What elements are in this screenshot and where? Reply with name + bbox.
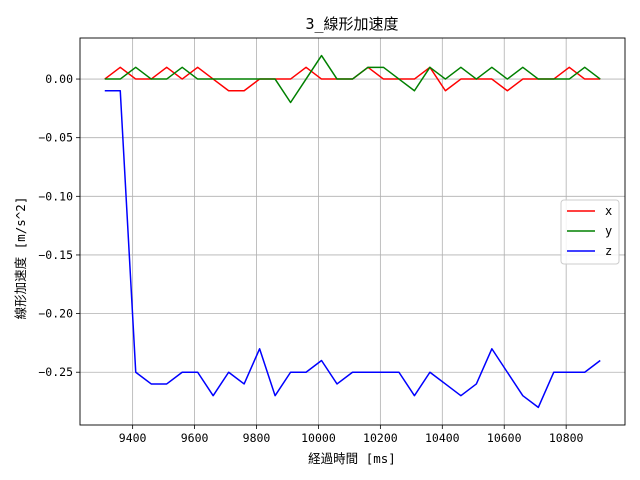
legend-label-z: z — [605, 244, 612, 258]
y-tick-label: 0.00 — [45, 72, 73, 86]
x-tick-label: 10000 — [301, 431, 336, 445]
legend-label-y: y — [605, 224, 612, 238]
y-axis-label: 線形加速度 [m/s^2] — [13, 197, 28, 320]
y-tick-label: −0.25 — [38, 365, 73, 379]
x-tick-label: 10400 — [425, 431, 460, 445]
y-tick-label: −0.20 — [38, 307, 73, 321]
legend-label-x: x — [605, 204, 612, 218]
legend-box — [560, 199, 620, 265]
series-line-y — [104, 54, 601, 104]
x-tick-label: 10600 — [487, 431, 522, 445]
chart-title: 3_線形加速度 — [305, 15, 398, 33]
x-tick-label: 9400 — [119, 431, 147, 445]
x-tick-label: 9800 — [243, 431, 271, 445]
y-tick-label: −0.15 — [38, 248, 73, 262]
x-tick-label: 10800 — [549, 431, 584, 445]
legend: xyz — [560, 199, 620, 265]
series-lines — [104, 54, 601, 409]
y-tick-label: −0.10 — [38, 189, 73, 203]
series-line-z — [104, 90, 601, 409]
plot-area-frame — [79, 37, 626, 426]
x-axis-label: 経過時間 [ms] — [308, 451, 396, 466]
y-tick-label: −0.05 — [38, 131, 73, 145]
x-tick-label: 9600 — [181, 431, 209, 445]
axis-ticks: 9400 9600 9800 10000 10200 10400 10600 10800 0.0… — [38, 72, 583, 445]
x-tick-label: 10200 — [363, 431, 398, 445]
